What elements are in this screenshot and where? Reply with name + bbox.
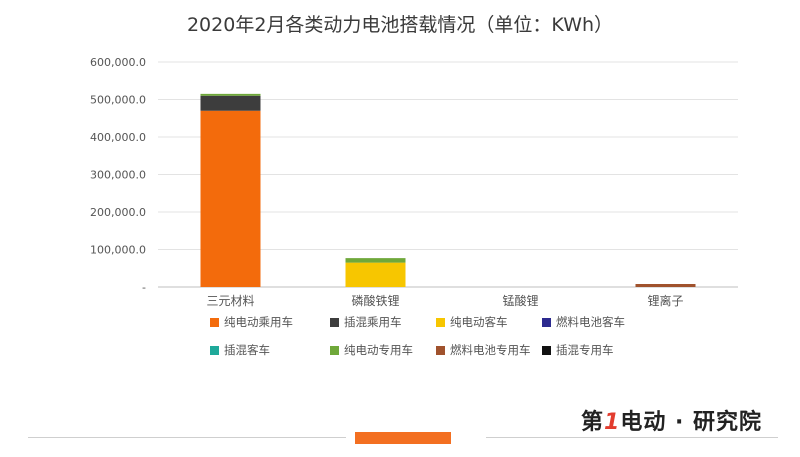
y-tick-label: 400,000.0	[90, 131, 146, 144]
legend-label: 燃料电池客车	[556, 315, 625, 329]
legend-label: 纯电动乘用车	[224, 315, 293, 329]
legend-swatch	[210, 346, 219, 355]
y-tick-label: 500,000.0	[90, 94, 146, 107]
footer-divider-right	[486, 437, 778, 438]
brand-logo: 第1电动 · 研究院	[581, 404, 762, 436]
bar-segment	[635, 284, 696, 287]
legend-label: 插混客车	[224, 343, 270, 357]
legend-swatch	[542, 346, 551, 355]
y-tick-label: 100,000.0	[90, 244, 146, 257]
footer-divider-left	[28, 437, 346, 438]
x-axis-categories: 三元材料 磷酸铁锂 锰酸锂 锂离子	[206, 293, 683, 308]
legend-swatch	[210, 318, 219, 327]
x-category-label: 锂离子	[647, 293, 683, 308]
y-tick-label: 300,000.0	[90, 169, 146, 182]
x-category-label: 磷酸铁锂	[351, 293, 399, 308]
legend-swatch	[436, 346, 445, 355]
bars	[200, 93, 696, 287]
bar-segment	[200, 110, 261, 287]
legend-label: 插混专用车	[556, 343, 614, 357]
legend-label: 燃料电池专用车	[450, 343, 531, 357]
legend-label: 纯电动客车	[450, 315, 508, 329]
x-category-label: 锰酸锂	[502, 293, 538, 308]
legend-label: 插混乘用车	[344, 315, 402, 329]
legend-swatch	[330, 346, 339, 355]
brand-one: 1	[604, 410, 621, 435]
y-tick-label: 600,000.0	[90, 56, 146, 69]
bar-segment	[200, 95, 261, 111]
legend-swatch	[330, 318, 339, 327]
chart-title: 2020年2月各类动力电池搭载情况（单位：KWh）	[187, 14, 613, 36]
y-tick-label: -	[142, 281, 146, 294]
legend-label: 纯电动专用车	[344, 343, 413, 357]
footer-accent-bar	[355, 432, 451, 444]
bar-segment	[345, 258, 406, 263]
bar-segment	[345, 262, 406, 287]
bar-segment	[200, 93, 261, 96]
brand-prefix: 第	[580, 410, 604, 435]
y-axis-ticks: - 100,000.0 200,000.0 300,000.0 400,000.0 500…	[90, 56, 146, 294]
y-tick-label: 200,000.0	[90, 206, 146, 219]
x-category-label: 三元材料	[206, 294, 254, 308]
legend-swatch	[436, 318, 445, 327]
brand-suffix: 电动 · 研究院	[620, 410, 762, 435]
legend-swatch	[542, 318, 551, 327]
